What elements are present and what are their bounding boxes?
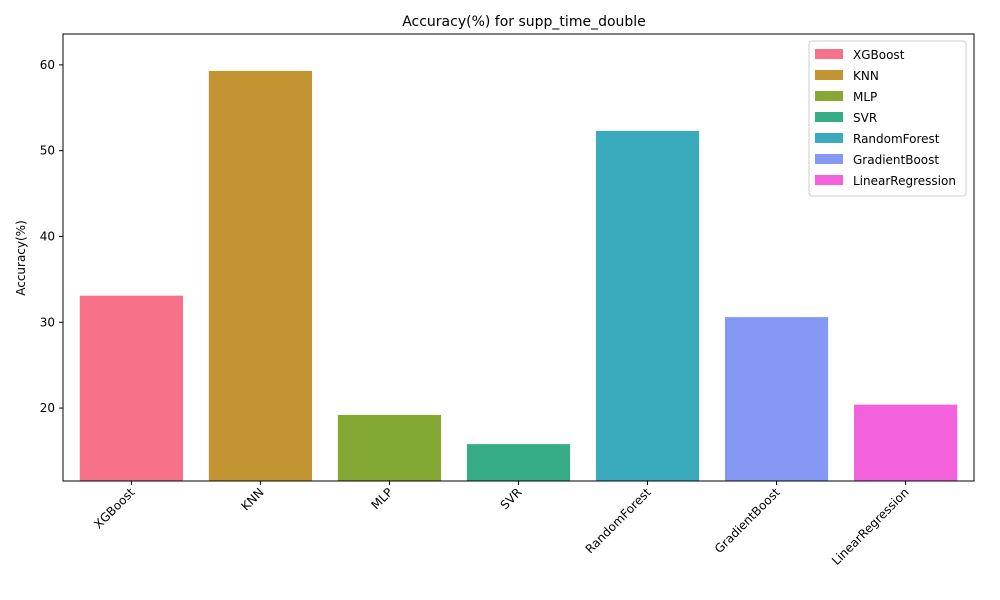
legend-swatch bbox=[815, 49, 843, 59]
legend-box bbox=[808, 40, 967, 197]
y-tick-label: 40 bbox=[40, 229, 55, 243]
bar-svr bbox=[466, 444, 571, 481]
legend-swatch bbox=[815, 70, 843, 80]
y-tick-label: 60 bbox=[40, 58, 55, 72]
x-tick-label: SVR bbox=[498, 485, 525, 512]
x-tick-label: KNN bbox=[238, 485, 266, 513]
y-tick-label: 30 bbox=[40, 315, 55, 329]
legend-swatch bbox=[815, 133, 843, 143]
x-tick-label: XGBoost bbox=[91, 485, 137, 531]
bar-linearregression bbox=[854, 404, 958, 481]
legend-label: LinearRegression bbox=[853, 174, 956, 188]
legend: XGBoost KNN MLP SVR RandomForest GradientBoos… bbox=[808, 40, 967, 197]
y-tick-label: 20 bbox=[40, 401, 55, 415]
bar-xgboost bbox=[79, 295, 183, 481]
y-tick-label: 50 bbox=[40, 144, 55, 158]
x-tick-label: RandomForest bbox=[583, 485, 654, 556]
legend-label: GradientBoost bbox=[853, 153, 939, 167]
bar-gradientboost bbox=[724, 317, 829, 481]
legend-swatch bbox=[815, 112, 843, 122]
legend-label: KNN bbox=[853, 69, 879, 83]
x-tick-label: MLP bbox=[369, 485, 396, 512]
x-tick-label: LinearRegression bbox=[829, 485, 912, 568]
x-axis: XGBoost KNN MLP SVR RandomForest GradientBoos… bbox=[91, 481, 912, 568]
legend-label: XGBoost bbox=[853, 48, 905, 62]
legend-swatch bbox=[815, 154, 843, 164]
legend-label: SVR bbox=[853, 111, 877, 125]
legend-label: RandomForest bbox=[853, 132, 940, 146]
legend-swatch bbox=[815, 175, 843, 185]
y-axis: 20 30 40 50 60 bbox=[40, 58, 63, 415]
bar-knn bbox=[208, 70, 313, 481]
bars-group bbox=[79, 70, 958, 481]
bar-mlp bbox=[337, 414, 442, 481]
y-axis-title: Accuracy(%) bbox=[14, 220, 28, 296]
chart-title: Accuracy(%) for supp_time_double bbox=[402, 14, 646, 30]
legend-label: MLP bbox=[853, 90, 877, 104]
bar-randomforest bbox=[595, 130, 700, 481]
x-tick-label: GradientBoost bbox=[712, 485, 783, 556]
legend-swatch bbox=[815, 91, 843, 101]
